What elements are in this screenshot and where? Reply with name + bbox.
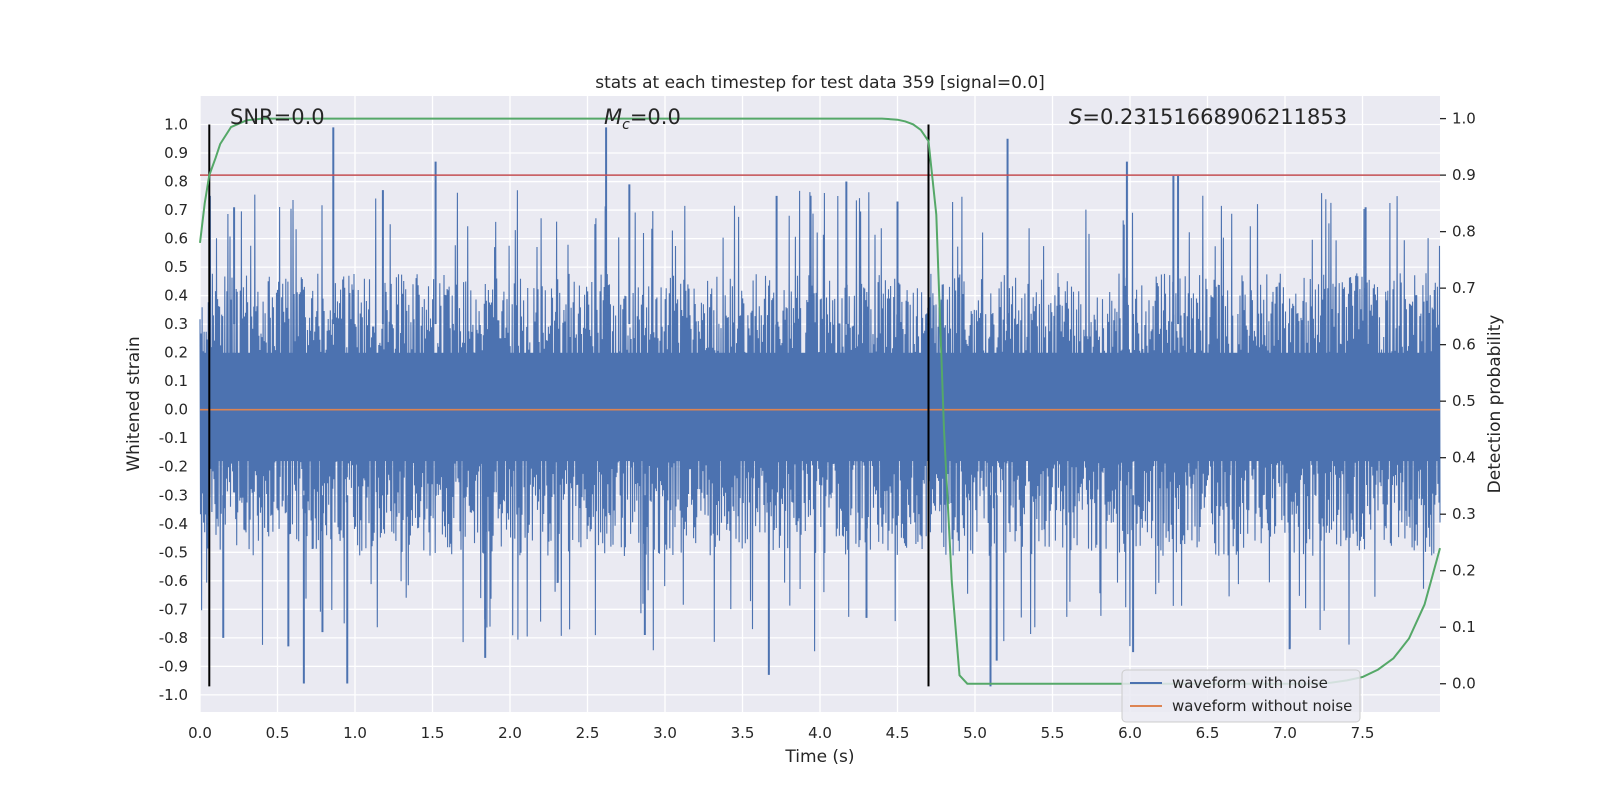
y-tick-label: 0.4 bbox=[164, 287, 188, 305]
x-tick-label: 0.5 bbox=[266, 724, 290, 742]
y-tick-label: -0.8 bbox=[159, 629, 188, 647]
legend: waveform with noise waveform without noi… bbox=[1121, 669, 1361, 723]
y2-tick-label: 1.0 bbox=[1452, 110, 1476, 128]
y2-tick-label: 0.3 bbox=[1452, 505, 1476, 523]
y-tick-label: 0.0 bbox=[164, 401, 188, 419]
y-tick-label: 0.3 bbox=[164, 315, 188, 333]
data-layer bbox=[199, 117, 1441, 687]
y2-tick-label: 0.2 bbox=[1452, 562, 1476, 580]
x-tick-label: 0.0 bbox=[188, 724, 212, 742]
x-axis-ticks: 0.0 0.5 1.0 1.5 2.0 2.5 3.0 3.5 4.0 4.5 5.0 5.5 6.0 6… bbox=[188, 724, 1374, 742]
y2-tick-label: 0.5 bbox=[1452, 392, 1476, 410]
chart-title: stats at each timestep for test data 359… bbox=[595, 73, 1045, 93]
annotation-score: S=0.23151668906211853 bbox=[1069, 105, 1347, 129]
x-tick-label: 5.0 bbox=[963, 724, 987, 742]
y-tick-label: -0.2 bbox=[159, 458, 188, 476]
legend-label-noise: waveform with noise bbox=[1172, 674, 1328, 692]
annotation-mc: Mc=0.0 bbox=[604, 105, 681, 133]
x-tick-label: 6.5 bbox=[1196, 724, 1220, 742]
y-tick-label: -1.0 bbox=[159, 686, 188, 704]
y2-axis-label: Detection probability bbox=[1485, 315, 1505, 494]
x-tick-label: 2.0 bbox=[498, 724, 522, 742]
x-tick-label: 3.5 bbox=[731, 724, 755, 742]
x-tick-label: 3.0 bbox=[653, 724, 677, 742]
x-tick-label: 2.5 bbox=[576, 724, 600, 742]
y-tick-label: -0.1 bbox=[159, 429, 188, 447]
y-tick-label: 0.6 bbox=[164, 230, 188, 248]
x-tick-label: 4.0 bbox=[808, 724, 832, 742]
y-tick-label: -0.6 bbox=[159, 572, 188, 590]
y-tick-label: 0.5 bbox=[164, 258, 188, 276]
y-tick-label: -0.9 bbox=[159, 657, 188, 675]
y-tick-label: 0.7 bbox=[164, 201, 188, 219]
y2-tick-label: 0.8 bbox=[1452, 223, 1476, 241]
annotation-snr: SNR=0.0 bbox=[230, 105, 325, 129]
y-axis-label: Whitened strain bbox=[124, 336, 144, 471]
y2-tick-label: 0.9 bbox=[1452, 166, 1476, 184]
x-tick-label: 7.5 bbox=[1351, 724, 1375, 742]
y2-tick-label: 0.7 bbox=[1452, 279, 1476, 297]
y-tick-label: -0.4 bbox=[159, 515, 188, 533]
y2-tick-label: 0.4 bbox=[1452, 449, 1476, 467]
x-tick-label: 4.5 bbox=[886, 724, 910, 742]
y2-tick-label: 0.0 bbox=[1452, 675, 1476, 693]
y-tick-label: 0.8 bbox=[164, 173, 188, 191]
legend-label-clean: waveform without noise bbox=[1172, 697, 1352, 715]
legend-box bbox=[1121, 669, 1361, 723]
x-tick-label: 7.0 bbox=[1273, 724, 1297, 742]
y-tick-label: -0.7 bbox=[159, 600, 188, 618]
y-tick-label: 1.0 bbox=[164, 116, 188, 134]
y-tick-label: -0.3 bbox=[159, 486, 188, 504]
y2-tick-label: 0.1 bbox=[1452, 618, 1476, 636]
x-tick-label: 1.0 bbox=[343, 724, 367, 742]
x-tick-label: 5.5 bbox=[1041, 724, 1065, 742]
x-tick-label: 6.0 bbox=[1118, 724, 1142, 742]
y2-axis-ticks: 1.0 0.9 0.8 0.7 0.6 0.5 0.4 0.3 0.2 0.1 0.0 bbox=[1440, 110, 1476, 693]
y-tick-label: -0.5 bbox=[159, 543, 188, 561]
y-tick-label: 0.2 bbox=[164, 344, 188, 362]
y-tick-label: 0.1 bbox=[164, 372, 188, 390]
y-tick-label: 0.9 bbox=[164, 144, 188, 162]
noise-core-band bbox=[200, 352, 1440, 462]
x-axis-label: Time (s) bbox=[784, 747, 854, 767]
x-tick-label: 1.5 bbox=[421, 724, 445, 742]
y2-tick-label: 0.6 bbox=[1452, 336, 1476, 354]
y-axis-ticks: 1.0 0.9 0.8 0.7 0.6 0.5 0.4 0.3 0.2 0.1 0.0 -0.1 -0.… bbox=[159, 116, 188, 704]
